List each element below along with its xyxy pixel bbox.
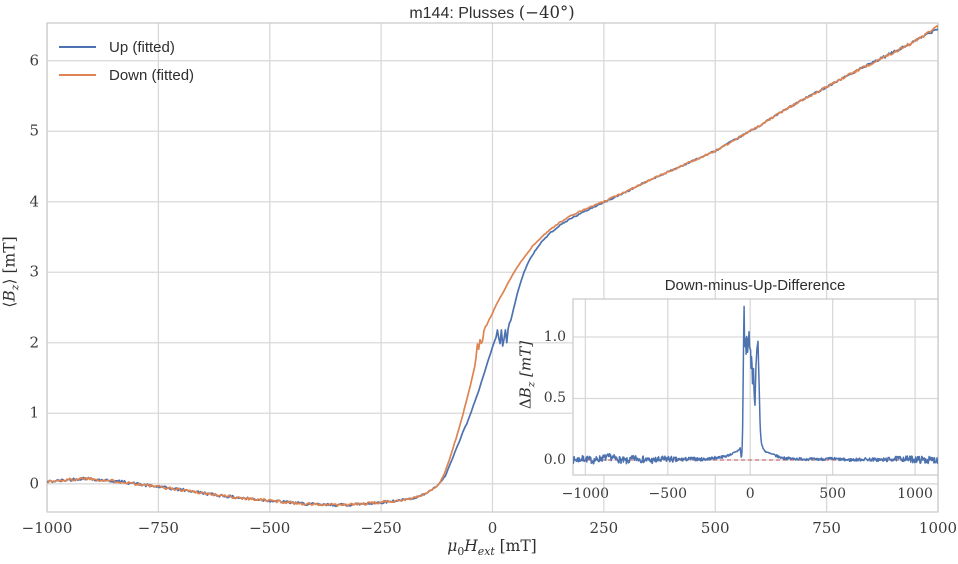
y-axis-label-subz: z: [8, 284, 22, 291]
y-axis-label-unit: [mT]: [0, 236, 19, 279]
inset-y-tick-label: 0.5: [543, 390, 566, 407]
x-axis-label: μ0Hext [mT]: [447, 537, 536, 558]
y-tick-label: 3: [29, 262, 39, 281]
chart-title: m144: Plusses (−40°): [409, 3, 574, 23]
inset-x-tick-label: 500: [819, 486, 847, 502]
y-tick-label: 6: [29, 51, 39, 70]
chart-title-text: m144: Plusses: [409, 5, 519, 22]
y-axis-label-B: B: [0, 290, 19, 302]
chart-title-angle: (−40°): [518, 3, 575, 22]
legend-line-down-icon: [59, 74, 96, 76]
x-tick-label: 0: [487, 519, 498, 537]
x-tick-label: 500: [700, 519, 730, 537]
y-tick-label: 5: [29, 121, 39, 140]
x-axis-label-H: H: [464, 537, 478, 555]
x-tick-label: 250: [589, 519, 619, 537]
x-tick-label: −250: [360, 519, 402, 537]
inset-x-tick-label: 0: [745, 486, 755, 502]
y-axis-label: ⟨Bz⟩ [mT]: [0, 236, 21, 307]
y-tick-label: 1: [29, 403, 39, 422]
legend-entry-up: Up (fitted): [59, 33, 194, 61]
y-tick-label: 0: [29, 474, 39, 493]
inset-y-label-delta: Δ: [516, 398, 535, 410]
inset-y-axis-label: ΔBz [mT]: [517, 341, 538, 409]
x-tick-label: −1000: [21, 519, 73, 537]
x-axis-label-sub0: 0: [457, 545, 465, 559]
y-tick-label: 2: [29, 333, 39, 352]
inset-y-label-subz: z: [525, 381, 538, 388]
inset-y-tick-label: 0.0: [543, 451, 566, 468]
legend-label-down: Down (fitted): [109, 66, 195, 84]
legend-label-up: Up (fitted): [109, 38, 175, 56]
inset-title: Down-minus-Up-Difference: [664, 277, 846, 294]
inset-y-label-B: B: [516, 387, 535, 399]
legend-line-up-icon: [59, 46, 96, 48]
legend-entry-down: Down (fitted): [59, 61, 194, 89]
legend: Up (fitted) Down (fitted): [59, 33, 194, 89]
inset-x-tick-label: −500: [648, 486, 688, 502]
inset-x-tick-label: −1000: [561, 486, 610, 502]
x-tick-label: −500: [249, 519, 291, 537]
x-tick-label: 750: [812, 519, 841, 537]
x-axis-label-unit: [mT]: [494, 537, 537, 555]
y-tick-label: 4: [29, 192, 39, 211]
x-axis-label-mu: μ: [447, 537, 458, 555]
x-tick-label: −750: [137, 519, 179, 537]
inset-y-label-unit: [mT]: [516, 340, 535, 382]
inset-x-tick-label: 1000: [897, 486, 933, 502]
inset-y-tick-label: 1.0: [543, 329, 566, 345]
y-axis-label-open: ⟨: [0, 301, 19, 308]
x-tick-label: 1000: [918, 519, 958, 537]
y-axis-label-close: ⟩: [0, 278, 19, 285]
x-axis-label-subext: ext: [477, 545, 495, 559]
